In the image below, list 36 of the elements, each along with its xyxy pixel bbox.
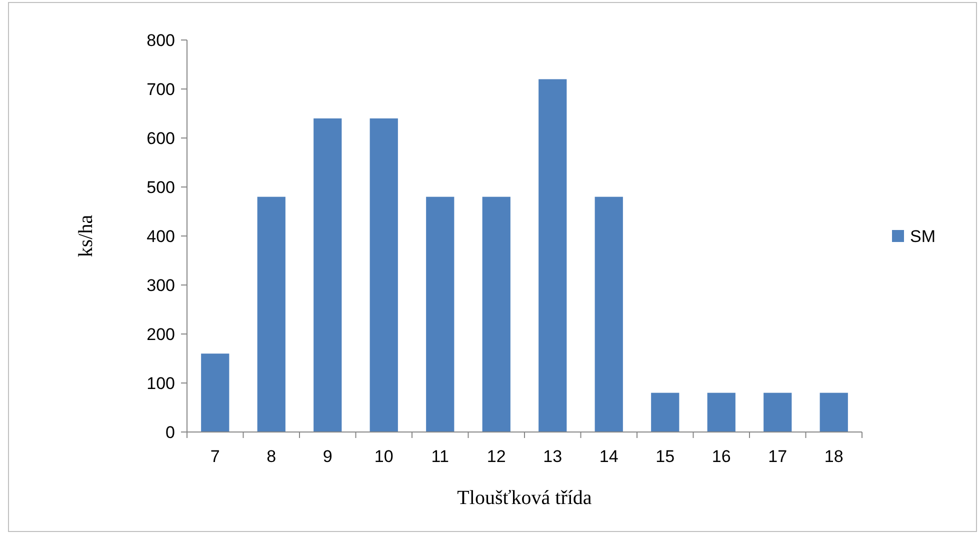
y-tick-label: 300 [146, 276, 175, 295]
bar [707, 392, 736, 432]
bar [370, 118, 398, 432]
x-tick-label: 17 [768, 447, 788, 466]
x-tick-label: 9 [322, 447, 332, 466]
x-tick-label: 10 [374, 447, 394, 466]
bar [538, 79, 567, 432]
bar [314, 118, 342, 432]
bar [594, 196, 623, 432]
bar [651, 392, 680, 432]
bar [201, 354, 230, 432]
bar [257, 196, 286, 432]
bar [426, 196, 454, 432]
y-tick-label: 400 [146, 226, 175, 246]
x-tick-label: 13 [543, 447, 562, 466]
y-axis-title: ks/ha [75, 214, 97, 258]
x-tick-label: 15 [656, 447, 675, 466]
y-tick-label: 600 [146, 128, 175, 148]
x-tick-label: 8 [266, 447, 276, 466]
legend-label: SM [910, 226, 936, 246]
y-tick-label: 500 [146, 178, 175, 197]
x-tick-label: 11 [431, 447, 449, 466]
y-tick-label: 700 [146, 80, 175, 99]
x-axis-title: Tloušťková třída [457, 487, 592, 509]
y-tick-label: 100 [146, 374, 175, 393]
x-tick-label: 14 [599, 447, 618, 466]
bar [482, 196, 510, 432]
x-tick-label: 16 [712, 447, 731, 466]
y-tick-label: 0 [166, 422, 175, 442]
y-tick-label: 800 [146, 30, 175, 50]
bar [820, 392, 848, 432]
x-tick-label: 18 [824, 447, 844, 466]
bar [764, 392, 792, 432]
y-tick-label: 200 [146, 324, 175, 344]
x-tick-label: 12 [486, 447, 506, 466]
x-tick-label: 7 [210, 447, 220, 466]
